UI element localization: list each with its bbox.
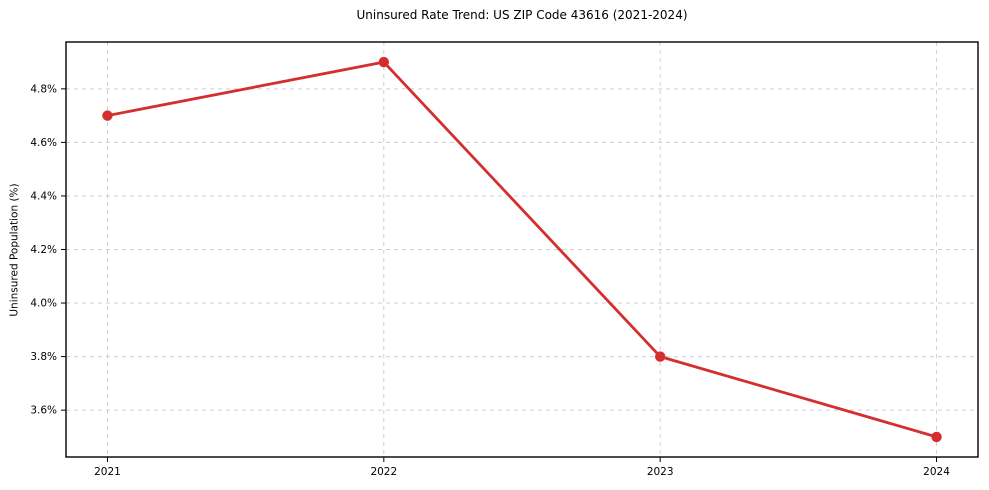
data-point-marker [102,110,113,121]
x-tick-label: 2022 [370,466,397,478]
y-tick-label: 4.8% [30,83,57,95]
y-tick-label: 4.4% [30,190,57,202]
data-point-marker [931,431,942,443]
data-line [106,60,938,439]
x-tick-label: 2023 [647,466,674,478]
x-tick-label: 2021 [94,466,121,478]
y-axis-label: Uninsured Population (%) [8,183,21,317]
x-tick-label: 2024 [923,466,950,478]
axes-frame [65,41,979,458]
y-tick-label: 4.2% [30,244,57,256]
y-tick-label: 4.6% [30,137,57,149]
data-point-marker [654,351,666,362]
y-tick-label: 3.8% [30,351,57,363]
data-point-marker [378,56,390,68]
chart-title: Uninsured Rate Trend: US ZIP Code 43616 … [356,8,688,22]
y-tick-label: 3.6% [30,405,57,417]
y-tick-label: 4.0% [30,298,57,310]
